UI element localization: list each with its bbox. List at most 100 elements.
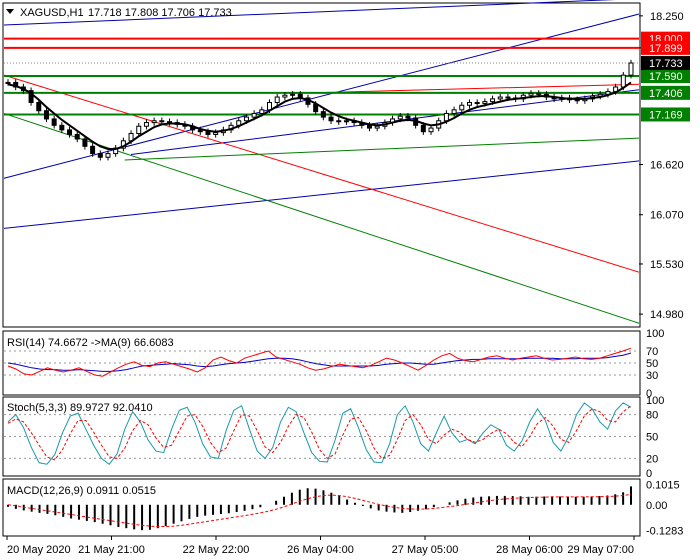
level-label: 17.590 xyxy=(649,71,683,83)
stoch-d-line xyxy=(7,405,632,461)
symbol-timeframe: XAGUSD,H1 xyxy=(20,7,84,19)
level-label-bg xyxy=(641,85,690,100)
candle-body xyxy=(251,112,257,118)
rsi-axis-label: 30 xyxy=(646,370,658,382)
time-axis-label: 22 May 22:00 xyxy=(183,544,250,556)
candle-body xyxy=(420,124,426,133)
candle-body xyxy=(82,138,88,147)
stoch-title: Stoch(5,3,3) 89.9727 92.0410 xyxy=(7,402,153,414)
time-axis-label: 26 May 04:00 xyxy=(287,544,354,556)
time-axis-label: 28 May 06:00 xyxy=(496,544,563,556)
time-axis-label: 20 May 2020 xyxy=(7,544,71,556)
macd-axis-label: -0.1283 xyxy=(646,526,683,538)
triangle-down-icon[interactable] xyxy=(6,9,14,14)
candle-body xyxy=(51,118,57,126)
stoch-layer xyxy=(4,402,639,465)
price-layer xyxy=(3,0,640,324)
price-axis-label: 16.070 xyxy=(650,210,684,222)
macd-axis-label: 0.00 xyxy=(646,500,667,512)
rsi-axis-label: 100 xyxy=(646,328,664,340)
candle-body xyxy=(405,115,411,119)
candle-body xyxy=(274,96,280,104)
time-axis-label: 29 May 07:00 xyxy=(567,544,634,556)
candle-body xyxy=(267,102,273,111)
candle-body xyxy=(259,109,265,114)
rsi-axis-label: 70 xyxy=(646,346,658,358)
price-axis-label: 15.530 xyxy=(650,259,684,271)
candle-body xyxy=(74,133,80,140)
macd-panel-frame xyxy=(2,478,641,537)
axis-layer: 18.25017.89916.62016.07015.53014.98018.0… xyxy=(6,11,690,556)
candle-body xyxy=(343,120,349,123)
trend-line xyxy=(3,160,640,229)
candle-body xyxy=(443,112,449,122)
candle-body xyxy=(243,116,249,122)
candle-body xyxy=(151,120,157,124)
candle-body xyxy=(36,102,42,112)
trend-line xyxy=(124,137,640,161)
stoch-axis-label: 100 xyxy=(646,395,664,407)
rsi-panel-frame xyxy=(2,330,641,396)
level-label-bg xyxy=(641,40,690,55)
candle-body xyxy=(136,125,142,135)
price-axis-label: 14.980 xyxy=(650,309,684,321)
stoch-axis-label: 20 xyxy=(646,453,658,465)
candle-body xyxy=(90,145,96,155)
price-axis-label: 18.250 xyxy=(650,11,684,23)
candle-body xyxy=(213,132,219,135)
ohlc-values: 17.718 17.808 17.706 17.733 xyxy=(88,7,232,19)
stoch-axis-label: 50 xyxy=(646,432,658,444)
macd-layer xyxy=(7,486,632,531)
candle-body xyxy=(374,125,380,129)
candle-body xyxy=(451,109,457,114)
rsi-layer xyxy=(4,347,639,377)
rsi-axis-label: 0 xyxy=(646,388,652,400)
candle-body xyxy=(366,124,372,129)
candle-body xyxy=(328,116,334,122)
candle-body xyxy=(105,153,111,158)
candle-body xyxy=(482,101,488,104)
price-ma-line xyxy=(7,81,632,151)
candle-body xyxy=(43,110,49,120)
candle-body xyxy=(28,90,34,104)
rsi-title: RSI(14) 74.6672 ->MA(9) 66.6083 xyxy=(7,337,174,349)
level-label: 17.899 xyxy=(649,43,683,55)
candle-body xyxy=(282,94,288,98)
candle-body xyxy=(497,96,503,100)
price-axis-label: 16.620 xyxy=(650,160,684,172)
candle-body xyxy=(536,92,542,95)
trend-line xyxy=(3,13,640,179)
level-label: 17.169 xyxy=(649,109,683,121)
candle-body xyxy=(59,124,65,131)
candle-body xyxy=(336,120,342,123)
candle-body xyxy=(159,120,165,123)
stoch-panel-frame xyxy=(2,396,641,477)
candle-body xyxy=(143,122,149,127)
candle-body xyxy=(490,98,496,103)
candle-body xyxy=(290,93,296,96)
candle-body xyxy=(528,92,534,96)
trend-line xyxy=(3,0,616,26)
candle-body xyxy=(205,131,211,135)
candle-body xyxy=(5,81,11,84)
candle-body xyxy=(505,96,511,99)
candle-body xyxy=(397,115,403,120)
candle-body xyxy=(320,111,326,118)
candle-body xyxy=(574,99,580,102)
trend-line xyxy=(3,74,640,273)
candle-body xyxy=(466,102,472,106)
macd-signal-line xyxy=(7,493,632,528)
candle-body xyxy=(474,102,480,105)
level-label: 17.406 xyxy=(649,88,683,100)
price-panel-frame xyxy=(2,2,641,328)
candle-body xyxy=(67,129,73,135)
stoch-axis-label: 0 xyxy=(646,468,652,480)
candle-body xyxy=(313,103,319,113)
current-price-label-bg xyxy=(641,56,690,71)
candle-body xyxy=(628,62,634,76)
current-price-label: 17.733 xyxy=(649,58,683,70)
level-label-bg xyxy=(641,107,690,122)
candle-body xyxy=(428,127,434,133)
macd-axis-label: 0.1015 xyxy=(646,479,680,491)
